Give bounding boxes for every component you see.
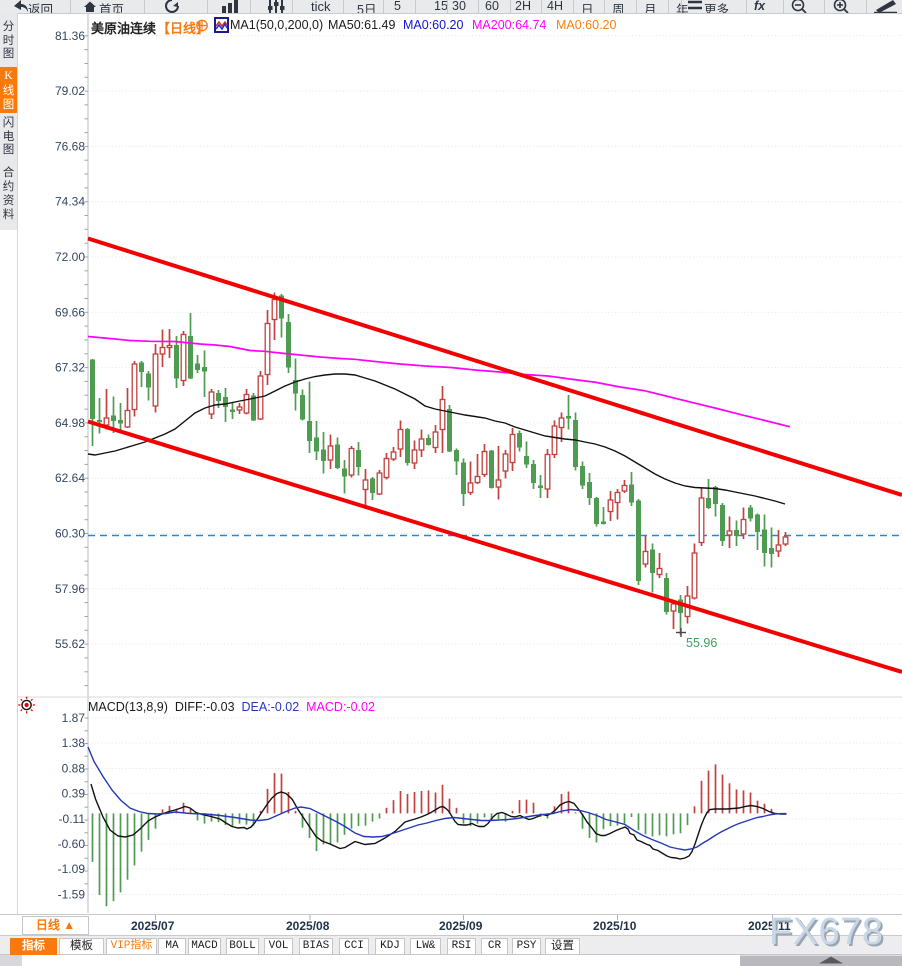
svg-text:60.30: 60.30: [55, 527, 85, 541]
svg-text:64.98: 64.98: [55, 416, 85, 430]
svg-text:76.68: 76.68: [55, 139, 85, 153]
svg-text:55.96: 55.96: [686, 636, 717, 650]
svg-text:-0.60: -0.60: [58, 837, 86, 851]
svg-text:-1.59: -1.59: [58, 888, 86, 902]
svg-text:67.32: 67.32: [55, 361, 85, 375]
svg-text:69.66: 69.66: [55, 305, 85, 319]
svg-text:55.62: 55.62: [55, 637, 85, 651]
svg-text:-1.09: -1.09: [58, 862, 86, 876]
svg-text:62.64: 62.64: [55, 471, 85, 485]
svg-text:57.96: 57.96: [55, 582, 85, 596]
svg-text:0.39: 0.39: [62, 787, 86, 801]
svg-text:74.34: 74.34: [55, 195, 85, 209]
svg-text:1.87: 1.87: [62, 711, 86, 725]
svg-text:1.38: 1.38: [62, 736, 86, 750]
svg-text:72.00: 72.00: [55, 250, 85, 264]
svg-text:0.88: 0.88: [62, 762, 86, 776]
svg-text:79.02: 79.02: [55, 84, 85, 98]
svg-text:81.36: 81.36: [55, 29, 85, 43]
svg-text:-0.11: -0.11: [59, 812, 86, 826]
